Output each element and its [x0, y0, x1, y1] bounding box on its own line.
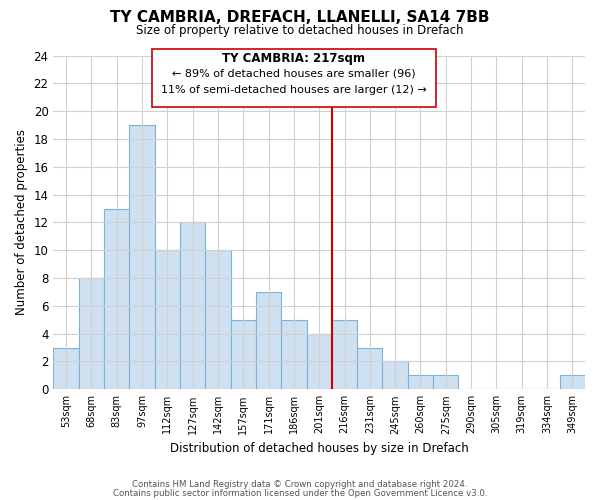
Bar	[560, 376, 585, 390]
X-axis label: Distribution of detached houses by size in Drefach: Distribution of detached houses by size …	[170, 442, 469, 455]
Bar	[205, 250, 230, 390]
Text: TY CAMBRIA, DREFACH, LLANELLI, SA14 7BB: TY CAMBRIA, DREFACH, LLANELLI, SA14 7BB	[110, 10, 490, 25]
Bar	[382, 362, 408, 390]
Text: Contains public sector information licensed under the Open Government Licence v3: Contains public sector information licen…	[113, 490, 487, 498]
Bar	[307, 334, 332, 390]
Bar	[357, 348, 382, 390]
Bar	[256, 292, 281, 390]
Text: Size of property relative to detached houses in Drefach: Size of property relative to detached ho…	[136, 24, 464, 37]
Bar	[79, 278, 104, 390]
Bar	[433, 376, 458, 390]
Bar	[155, 250, 180, 390]
Bar	[281, 320, 307, 390]
FancyBboxPatch shape	[152, 48, 436, 107]
Bar	[332, 320, 357, 390]
Bar	[408, 376, 433, 390]
Bar	[230, 320, 256, 390]
Text: Contains HM Land Registry data © Crown copyright and database right 2024.: Contains HM Land Registry data © Crown c…	[132, 480, 468, 489]
Text: 11% of semi-detached houses are larger (12) →: 11% of semi-detached houses are larger (…	[161, 86, 427, 96]
Y-axis label: Number of detached properties: Number of detached properties	[15, 130, 28, 316]
Text: ← 89% of detached houses are smaller (96): ← 89% of detached houses are smaller (96…	[172, 68, 416, 78]
Bar	[180, 222, 205, 390]
Text: TY CAMBRIA: 217sqm: TY CAMBRIA: 217sqm	[223, 52, 365, 65]
Bar	[53, 348, 79, 390]
Bar	[104, 208, 130, 390]
Bar	[130, 125, 155, 390]
